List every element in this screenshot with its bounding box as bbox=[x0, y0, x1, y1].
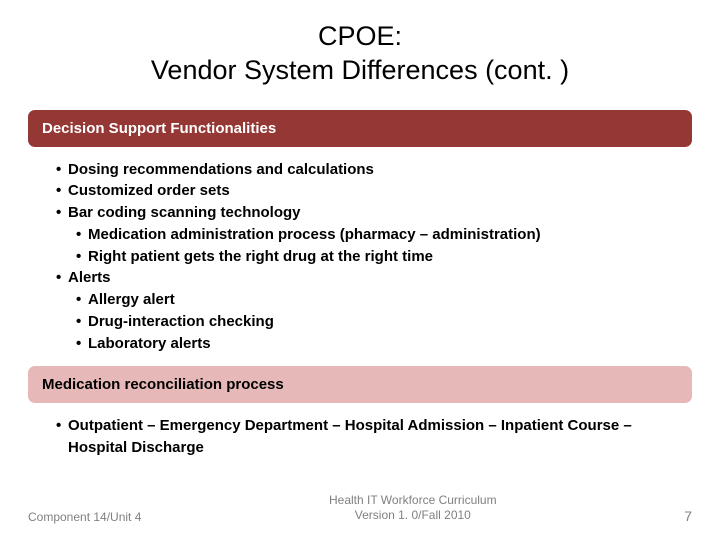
bullet-icon: • bbox=[76, 246, 88, 268]
list-item-text: Right patient gets the right drug at the… bbox=[88, 246, 433, 268]
list-item: •Medication administration process (phar… bbox=[28, 224, 692, 246]
bullet-icon: • bbox=[56, 415, 68, 459]
list-item: •Outpatient – Emergency Department – Hos… bbox=[28, 415, 692, 459]
footer-center: Health IT Workforce Curriculum Version 1… bbox=[329, 493, 497, 524]
list-item: •Customized order sets bbox=[28, 180, 692, 202]
list-item: •Right patient gets the right drug at th… bbox=[28, 246, 692, 268]
footer-page-number: 7 bbox=[684, 508, 692, 524]
footer-left: Component 14/Unit 4 bbox=[28, 510, 141, 524]
bullet-icon: • bbox=[76, 289, 88, 311]
bullet-icon: • bbox=[76, 224, 88, 246]
list-item: •Drug-interaction checking bbox=[28, 311, 692, 333]
slide-footer: Component 14/Unit 4 Health IT Workforce … bbox=[28, 493, 692, 526]
list-item: •Alerts bbox=[28, 267, 692, 289]
slide-title: CPOE: Vendor System Differences (cont. ) bbox=[28, 20, 692, 88]
list-item-text: Dosing recommendations and calculations bbox=[68, 159, 374, 181]
bullet-list-decision-support: •Dosing recommendations and calculations… bbox=[28, 157, 692, 367]
list-item-text: Customized order sets bbox=[68, 180, 230, 202]
list-item-text: Bar coding scanning technology bbox=[68, 202, 301, 224]
footer-center-line-2: Version 1. 0/Fall 2010 bbox=[355, 508, 471, 522]
bullet-icon: • bbox=[56, 159, 68, 181]
title-line-1: CPOE: bbox=[318, 21, 402, 51]
list-item-text: Laboratory alerts bbox=[88, 333, 211, 355]
list-item-text: Alerts bbox=[68, 267, 111, 289]
list-item: •Allergy alert bbox=[28, 289, 692, 311]
section-header-medication-reconciliation: Medication reconciliation process bbox=[28, 366, 692, 403]
bullet-icon: • bbox=[76, 333, 88, 355]
list-item: •Laboratory alerts bbox=[28, 333, 692, 355]
bullet-icon: • bbox=[56, 180, 68, 202]
bullet-icon: • bbox=[56, 202, 68, 224]
title-line-2: Vendor System Differences (cont. ) bbox=[151, 55, 569, 85]
list-item-text: Allergy alert bbox=[88, 289, 175, 311]
list-item: •Dosing recommendations and calculations bbox=[28, 159, 692, 181]
list-item: •Bar coding scanning technology bbox=[28, 202, 692, 224]
section-header-decision-support: Decision Support Functionalities bbox=[28, 110, 692, 147]
footer-center-line-1: Health IT Workforce Curriculum bbox=[329, 493, 497, 507]
list-item-text: Drug-interaction checking bbox=[88, 311, 274, 333]
list-item-text: Medication administration process (pharm… bbox=[88, 224, 541, 246]
bullet-icon: • bbox=[76, 311, 88, 333]
slide: CPOE: Vendor System Differences (cont. )… bbox=[0, 0, 720, 540]
bullet-icon: • bbox=[56, 267, 68, 289]
bullet-list-medication-reconciliation: •Outpatient – Emergency Department – Hos… bbox=[28, 413, 692, 471]
list-item-text: Outpatient – Emergency Department – Hosp… bbox=[68, 415, 692, 459]
